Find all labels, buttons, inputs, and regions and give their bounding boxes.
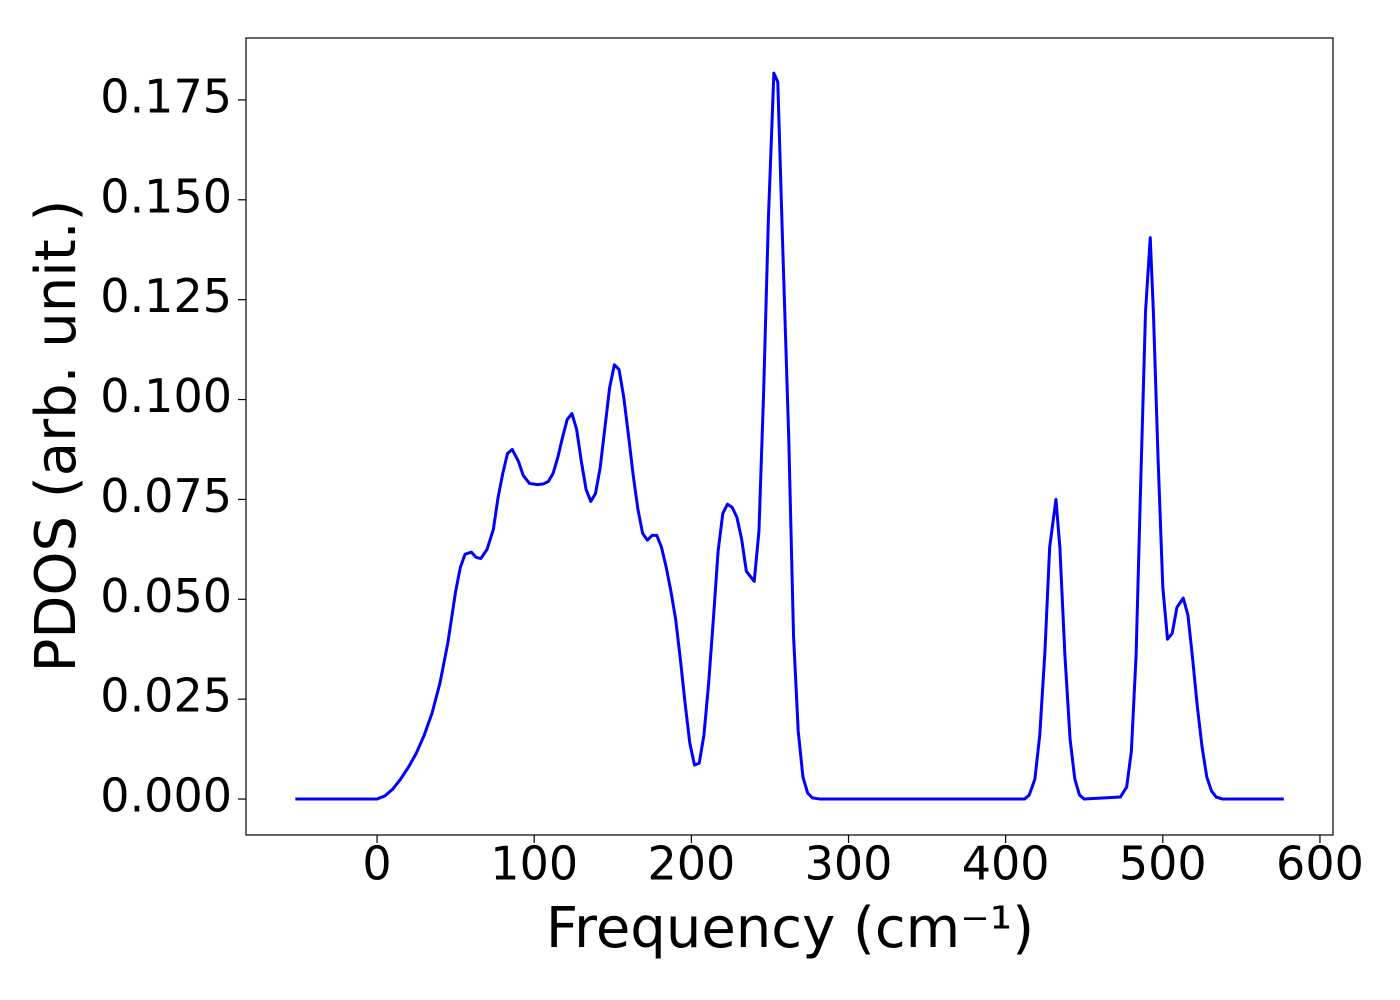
x-tick-label: 200 [647, 837, 735, 891]
y-tick-label: 0.025 [100, 669, 232, 723]
y-tick-label: 0.075 [100, 469, 232, 523]
y-tick-label: 0.050 [100, 569, 232, 623]
x-tick-label: 400 [962, 837, 1050, 891]
y-tick-label: 0.150 [100, 169, 232, 223]
x-tick-label: 100 [490, 837, 578, 891]
x-axis-label: Frequency (cm⁻¹) [546, 896, 1034, 961]
x-tick-label: 300 [805, 837, 893, 891]
x-tick-label: 600 [1276, 837, 1364, 891]
plot-frame [245, 37, 1334, 836]
y-axis-label: PDOS (arb. unit.) [24, 200, 89, 673]
y-tick-label: 0.125 [100, 269, 232, 323]
y-tick-label: 0.100 [100, 369, 232, 423]
y-tick-label: 0.000 [100, 769, 232, 823]
x-tick-label: 500 [1119, 837, 1207, 891]
y-tick-label: 0.175 [100, 69, 232, 123]
x-tick-label: 0 [362, 837, 391, 891]
data-line [295, 71, 1284, 801]
